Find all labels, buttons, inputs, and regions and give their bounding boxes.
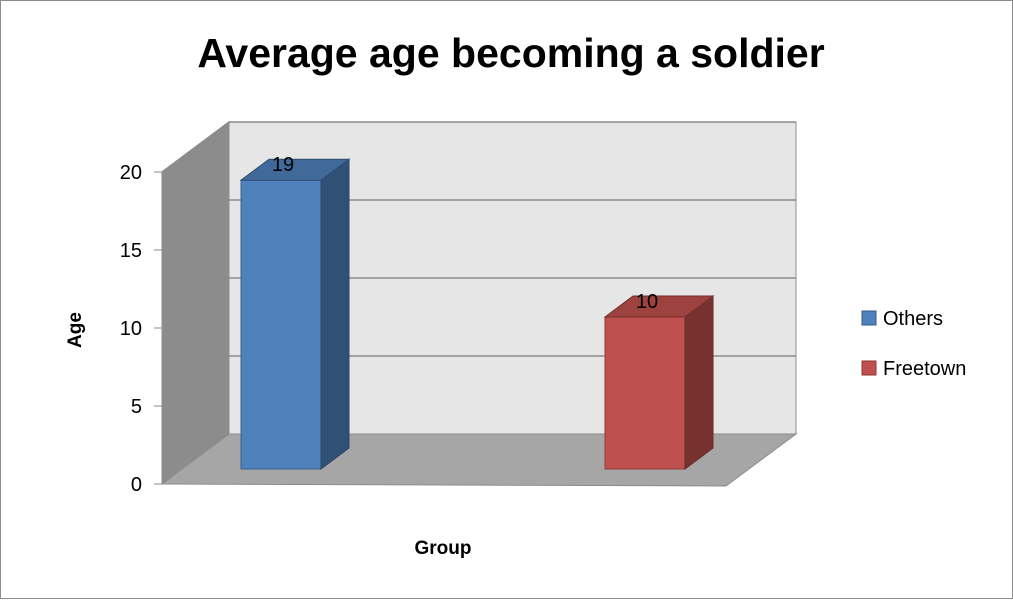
bar-front (240, 179, 322, 470)
y-tick-label: 15 (120, 240, 142, 262)
chart-title: Average age becoming a soldier (197, 30, 824, 76)
bar-top (239, 158, 351, 181)
legend: Others Freetown (861, 308, 966, 380)
legend-swatch (861, 310, 877, 326)
y-tick-label: 20 (120, 162, 142, 184)
legend-swatch (861, 360, 877, 376)
y-tick-label: 0 (131, 474, 142, 496)
y-tick-label: 5 (131, 396, 142, 418)
bars (239, 158, 715, 470)
bar-front (604, 316, 686, 470)
x-axis-title: Group (415, 538, 472, 559)
legend-item-others: Others (861, 308, 943, 330)
gridline-side (161, 355, 230, 407)
legend-label: Others (883, 308, 943, 330)
bar-freetown (603, 295, 715, 470)
bar-side (320, 158, 350, 470)
legend-label: Freetown (883, 358, 966, 380)
bar-others (239, 158, 351, 470)
bar-top (603, 295, 715, 318)
bar-side (684, 295, 714, 470)
legend-item-freetown: Freetown (861, 358, 966, 380)
y-axis-title: Age (65, 312, 86, 348)
data-label: 10 (636, 291, 658, 313)
y-tick-label: 10 (120, 318, 142, 340)
y-axis-ticks: 0 5 10 15 20 (120, 162, 162, 496)
gridline-side (161, 199, 230, 251)
data-label: 19 (272, 154, 294, 176)
gridline-side (161, 121, 230, 173)
gridline-side (161, 277, 230, 329)
